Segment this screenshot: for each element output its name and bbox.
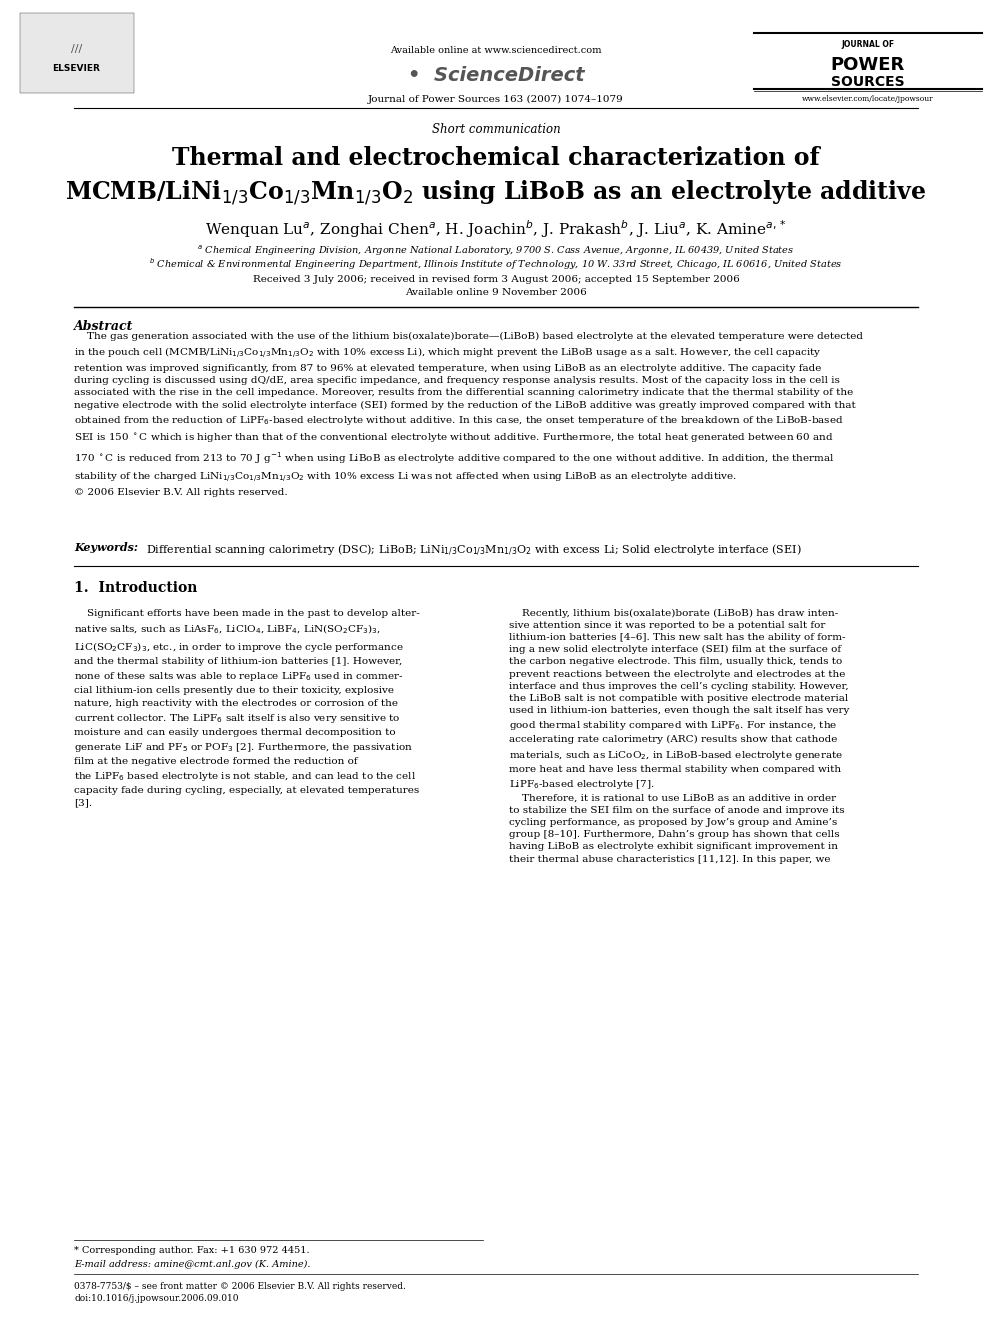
- Text: The gas generation associated with the use of the lithium bis(oxalate)borate—(Li: The gas generation associated with the u…: [74, 332, 863, 496]
- Text: * Corresponding author. Fax: +1 630 972 4451.: * Corresponding author. Fax: +1 630 972 …: [74, 1246, 310, 1256]
- Text: ///: ///: [70, 44, 82, 54]
- Text: Short communication: Short communication: [432, 123, 560, 136]
- Text: doi:10.1016/j.jpowsour.2006.09.010: doi:10.1016/j.jpowsour.2006.09.010: [74, 1294, 239, 1303]
- Text: www.elsevier.com/locate/jpowsour: www.elsevier.com/locate/jpowsour: [803, 95, 933, 103]
- Text: Available online 9 November 2006: Available online 9 November 2006: [405, 288, 587, 298]
- Text: MCMB/LiNi$_{1/3}$Co$_{1/3}$Mn$_{1/3}$O$_2$ using LiBoB as an electrolyte additiv: MCMB/LiNi$_{1/3}$Co$_{1/3}$Mn$_{1/3}$O$_…: [65, 179, 927, 206]
- Text: Journal of Power Sources 163 (2007) 1074–1079: Journal of Power Sources 163 (2007) 1074…: [368, 95, 624, 105]
- Text: JOURNAL OF: JOURNAL OF: [841, 40, 895, 49]
- Text: •  ScienceDirect: • ScienceDirect: [408, 66, 584, 85]
- Text: Differential scanning calorimetry (DSC); LiBoB; LiNi$_{1/3}$Co$_{1/3}$Mn$_{1/3}$: Differential scanning calorimetry (DSC);…: [139, 542, 802, 557]
- Text: $^a$ Chemical Engineering Division, Argonne National Laboratory, 9700 S. Cass Av: $^a$ Chemical Engineering Division, Argo…: [197, 243, 795, 258]
- Text: Wenquan Lu$^a$, Zonghai Chen$^a$, H. Joachin$^b$, J. Prakash$^b$, J. Liu$^a$, K.: Wenquan Lu$^a$, Zonghai Chen$^a$, H. Joa…: [205, 218, 787, 239]
- Text: $^b$ Chemical & Environmental Engineering Department, Illinois Institute of Tech: $^b$ Chemical & Environmental Engineerin…: [149, 257, 843, 273]
- Bar: [20, 13, 134, 93]
- Text: Received 3 July 2006; received in revised form 3 August 2006; accepted 15 Septem: Received 3 July 2006; received in revise…: [253, 275, 739, 284]
- Text: 1.  Introduction: 1. Introduction: [74, 581, 197, 595]
- Text: SOURCES: SOURCES: [831, 75, 905, 90]
- Text: E-mail address: amine@cmt.anl.gov (K. Amine).: E-mail address: amine@cmt.anl.gov (K. Am…: [74, 1259, 310, 1269]
- Text: Thermal and electrochemical characterization of: Thermal and electrochemical characteriza…: [173, 146, 819, 169]
- Text: Keywords:: Keywords:: [74, 542, 139, 553]
- Text: Abstract: Abstract: [74, 320, 134, 333]
- Text: Significant efforts have been made in the past to develop alter-
native salts, s: Significant efforts have been made in th…: [74, 609, 421, 807]
- Text: POWER: POWER: [831, 56, 905, 74]
- Text: 0378-7753/$ – see front matter © 2006 Elsevier B.V. All rights reserved.: 0378-7753/$ – see front matter © 2006 El…: [74, 1282, 407, 1291]
- Text: Recently, lithium bis(oxalate)borate (LiBoB) has draw inten-
sive attention sinc: Recently, lithium bis(oxalate)borate (Li…: [509, 609, 849, 864]
- Text: ELSEVIER: ELSEVIER: [53, 65, 100, 73]
- Text: Available online at www.sciencedirect.com: Available online at www.sciencedirect.co…: [390, 46, 602, 56]
